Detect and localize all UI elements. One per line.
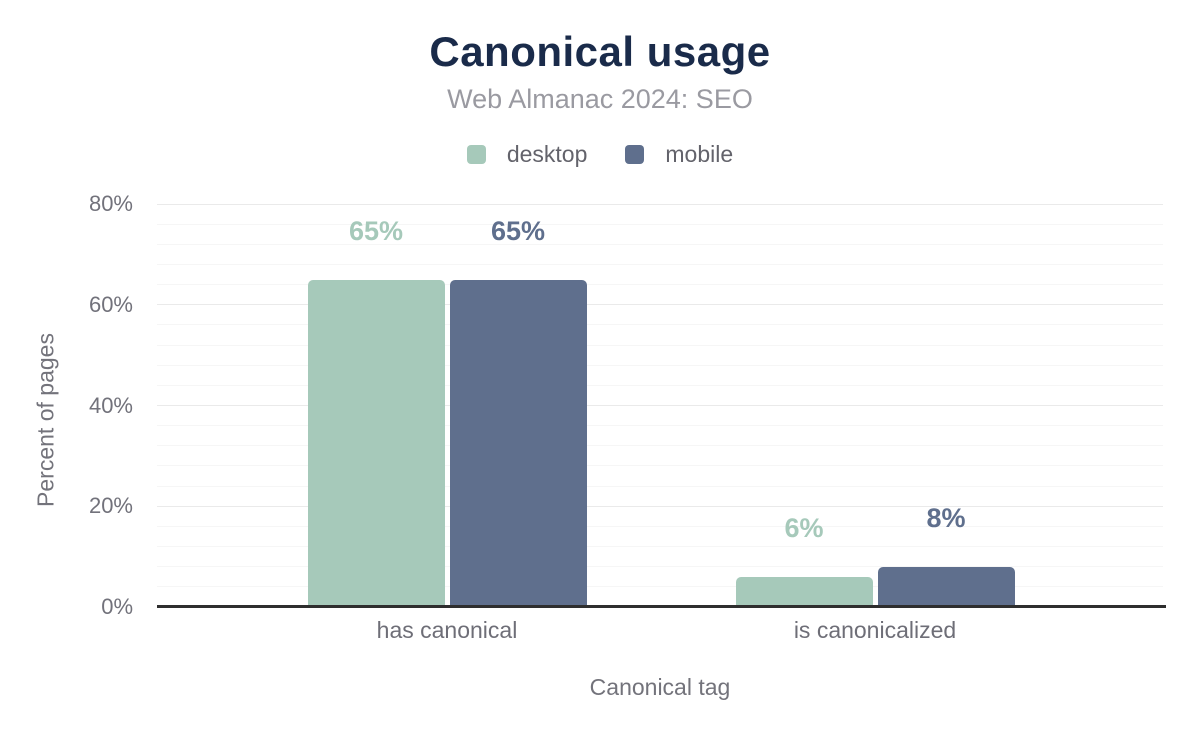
bar-value-label-desktop-is-canonicalized: 6%: [784, 512, 824, 543]
bar-value-label-mobile-has-canonical: 65%: [490, 215, 546, 246]
chart-title: Canonical usage: [429, 28, 771, 75]
minor-gridline: [157, 344, 1163, 346]
minor-gridline: [157, 223, 1163, 225]
minor-gridline: [157, 445, 1163, 447]
major-gridline: [157, 505, 1163, 507]
minor-gridline: [157, 566, 1163, 568]
minor-gridline: [157, 384, 1163, 386]
major-gridline: [157, 304, 1163, 306]
legend-swatch-desktop: [466, 145, 486, 164]
bar-mobile-is-canonicalized[interactable]: [877, 566, 1015, 607]
category-label-has-canonical: has canonical: [376, 617, 518, 643]
y-axis-tick-label: 40%: [88, 392, 133, 418]
major-gridline: [157, 405, 1163, 406]
y-axis-tick-label: 60%: [88, 291, 133, 317]
major-gridline: [157, 203, 1163, 205]
minor-gridline: [157, 586, 1163, 588]
legend-label-mobile: mobile: [665, 141, 734, 167]
minor-gridline: [157, 324, 1163, 326]
y-axis-tick-label: 0%: [101, 594, 133, 619]
bar-mobile-has-canonical[interactable]: [449, 279, 587, 607]
legend-item-mobile[interactable]: mobile: [625, 141, 733, 168]
y-axis-tick-label: 80%: [88, 191, 133, 216]
legend: desktop mobile: [0, 141, 1200, 168]
minor-gridline: [157, 364, 1163, 366]
minor-gridline: [157, 425, 1163, 427]
bar-desktop-is-canonicalized[interactable]: [735, 576, 873, 607]
minor-gridline: [157, 525, 1163, 527]
minor-gridline: [157, 284, 1163, 286]
minor-gridline: [157, 546, 1163, 548]
x-axis-line: [157, 604, 1166, 608]
bar-desktop-has-canonical[interactable]: [307, 279, 445, 607]
x-axis-title: Canonical tag: [589, 674, 731, 700]
legend-swatch-mobile: [625, 145, 645, 164]
bar-value-label-desktop-has-canonical: 65%: [348, 215, 404, 246]
category-label-is-canonicalized: is canonicalized: [793, 617, 957, 643]
legend-label-desktop: desktop: [506, 141, 588, 167]
chart-subtitle: Web Almanac 2024: SEO: [447, 84, 753, 114]
bar-value-label-mobile-is-canonicalized: 8%: [926, 502, 966, 533]
minor-gridline: [157, 465, 1163, 467]
minor-gridline: [157, 485, 1163, 487]
legend-item-desktop[interactable]: desktop: [466, 141, 588, 168]
y-axis-tick-label: 20%: [88, 493, 133, 519]
minor-gridline: [157, 263, 1163, 265]
minor-gridline: [157, 243, 1163, 245]
